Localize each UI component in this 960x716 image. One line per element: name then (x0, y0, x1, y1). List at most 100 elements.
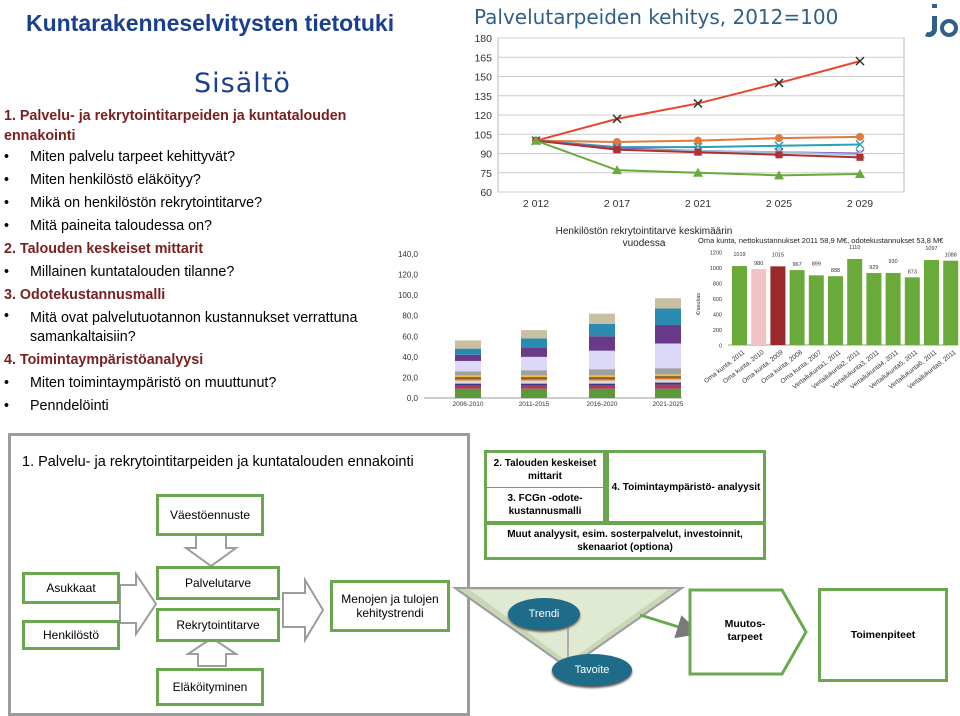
diagram-title: 1. Palvelu- ja rekrytointitarpeiden ja k… (22, 454, 414, 470)
stack-segment (521, 347, 547, 357)
box-vaestoennuste: Väestöennuste (156, 494, 264, 536)
muutostarpeet-label: Muutos- tarpeet (724, 618, 766, 643)
x-tick-label: 2 017 (604, 198, 630, 210)
stack-segment (655, 382, 681, 385)
stack-segment (655, 374, 681, 377)
bar (828, 276, 843, 345)
y-tick-label: 0 (719, 344, 722, 350)
box-henkilosto: Henkilöstö (22, 620, 120, 650)
x-tick-label: 2021-2025 (652, 401, 683, 408)
contents-item: Mikä on henkilöstön rekrytointitarve? (4, 192, 384, 215)
contents-section: 3. Odotekustannusmalli (4, 287, 166, 303)
x-tick-label: 2016-2020 (586, 401, 617, 408)
stack-segment (589, 378, 615, 381)
data-label: 1019 (733, 252, 745, 258)
trendi-label: Trendi (528, 608, 560, 620)
stack-segment (655, 379, 681, 383)
data-label: 967 (793, 262, 802, 268)
point-marker (694, 136, 702, 145)
contents-section: 1. Palvelu- ja rekrytointitarpeiden ja k… (4, 108, 347, 144)
stack-segment (521, 356, 547, 371)
box-palvelutarve-label: Palvelutarve (184, 576, 252, 590)
bar (847, 258, 863, 345)
bar (789, 270, 805, 345)
contents-list: 1. Palvelu- ja rekrytointitarpeiden ja k… (4, 106, 384, 418)
bar (808, 275, 824, 345)
box-henkilosto-label: Henkilöstö (42, 628, 100, 642)
stack-segment (589, 336, 615, 351)
data-label: 873 (908, 269, 917, 275)
stack-segment (589, 369, 615, 376)
point-marker (613, 146, 621, 154)
y-tick-label: 120,0 (398, 271, 419, 280)
y-tick-label: 800 (713, 282, 722, 288)
stack-segment (655, 343, 681, 369)
stack-segment (455, 354, 481, 361)
trendi-shape: Trendi (508, 598, 580, 630)
point-marker (612, 165, 622, 175)
data-label: 888 (831, 268, 840, 274)
stack-segment (589, 388, 615, 398)
stack-segment (455, 377, 481, 379)
box-asukkaat: Asukkaat (22, 572, 120, 604)
stack-segment (589, 380, 615, 384)
point-marker (613, 137, 621, 146)
stack-segment (655, 377, 681, 380)
x-tick-label: 2 012 (523, 198, 549, 210)
box-talouden: 2. Talouden keskeiset mittarit (484, 450, 606, 490)
box-vaestoennuste-label: Väestöennuste (169, 508, 251, 522)
arrow-right-2 (282, 576, 325, 644)
bar (770, 266, 786, 345)
stack-segment (455, 375, 481, 378)
contents-section: 4. Toimintaympäristöanalyysi (4, 352, 204, 368)
point-marker (774, 141, 784, 151)
marker-stroke (774, 78, 784, 88)
stack-segment (521, 377, 547, 379)
bar (751, 269, 767, 345)
stack-segment (655, 376, 681, 378)
y-tick-label: 165 (474, 52, 492, 64)
point-marker (855, 139, 865, 150)
point-marker (775, 134, 783, 143)
x-tick-label: 2 029 (847, 198, 873, 210)
stack-segment (455, 380, 481, 384)
stack-chart-title: Henkilöstön rekrytointitarve keskimäärin… (555, 226, 733, 249)
contents-item: Mitä paineita taloudessa on? (4, 215, 384, 238)
point-marker (855, 169, 865, 179)
marker-stroke (693, 98, 703, 108)
y-tick-label: 80,0 (402, 312, 418, 321)
line-chart: 60 75 90 105 120 135 150 165 180 2 012 2 017 2 021 2… (474, 33, 905, 210)
y-tick-label: 1000 (710, 266, 722, 272)
y-axis-label: €/asukas (696, 293, 702, 315)
arrow-right-1 (119, 570, 158, 638)
bar (904, 277, 920, 345)
y-tick-label: 140,0 (398, 250, 419, 259)
stack-segment (521, 385, 547, 389)
bar (924, 259, 939, 345)
stack-segment (655, 388, 681, 398)
point-marker (774, 78, 784, 88)
stack-segment (521, 370, 547, 376)
stack-segment (521, 380, 547, 384)
data-label: 899 (812, 261, 821, 267)
bar (732, 266, 747, 345)
box-rekrytointitarve-label: Rekrytointitarve (176, 618, 260, 632)
data-label: 1110 (849, 245, 860, 251)
box-asukkaat-label: Asukkaat (46, 581, 96, 595)
stack-segment (655, 368, 681, 375)
point-marker (855, 56, 865, 66)
y-tick-label: 600 (713, 297, 722, 303)
stack-segment (589, 377, 615, 379)
line-chart-title: Palvelutarpeiden kehitys, 2012=100 (474, 5, 839, 29)
data-label: 1088 (945, 253, 957, 259)
stack-segment (655, 324, 681, 344)
x-tick-label: 2011-2015 (519, 401, 550, 408)
box-toimenpiteet: Toimenpiteet (818, 588, 948, 682)
box-elakoityminen: Eläköityminen (156, 668, 264, 706)
stack-segment (521, 338, 547, 348)
y-tick-label: 1200 (710, 251, 722, 257)
stack-segment (455, 378, 481, 381)
y-tick-label: 100,0 (398, 291, 419, 300)
contents-item: Miten palvelu tarpeet kehittyvät? (4, 146, 384, 169)
